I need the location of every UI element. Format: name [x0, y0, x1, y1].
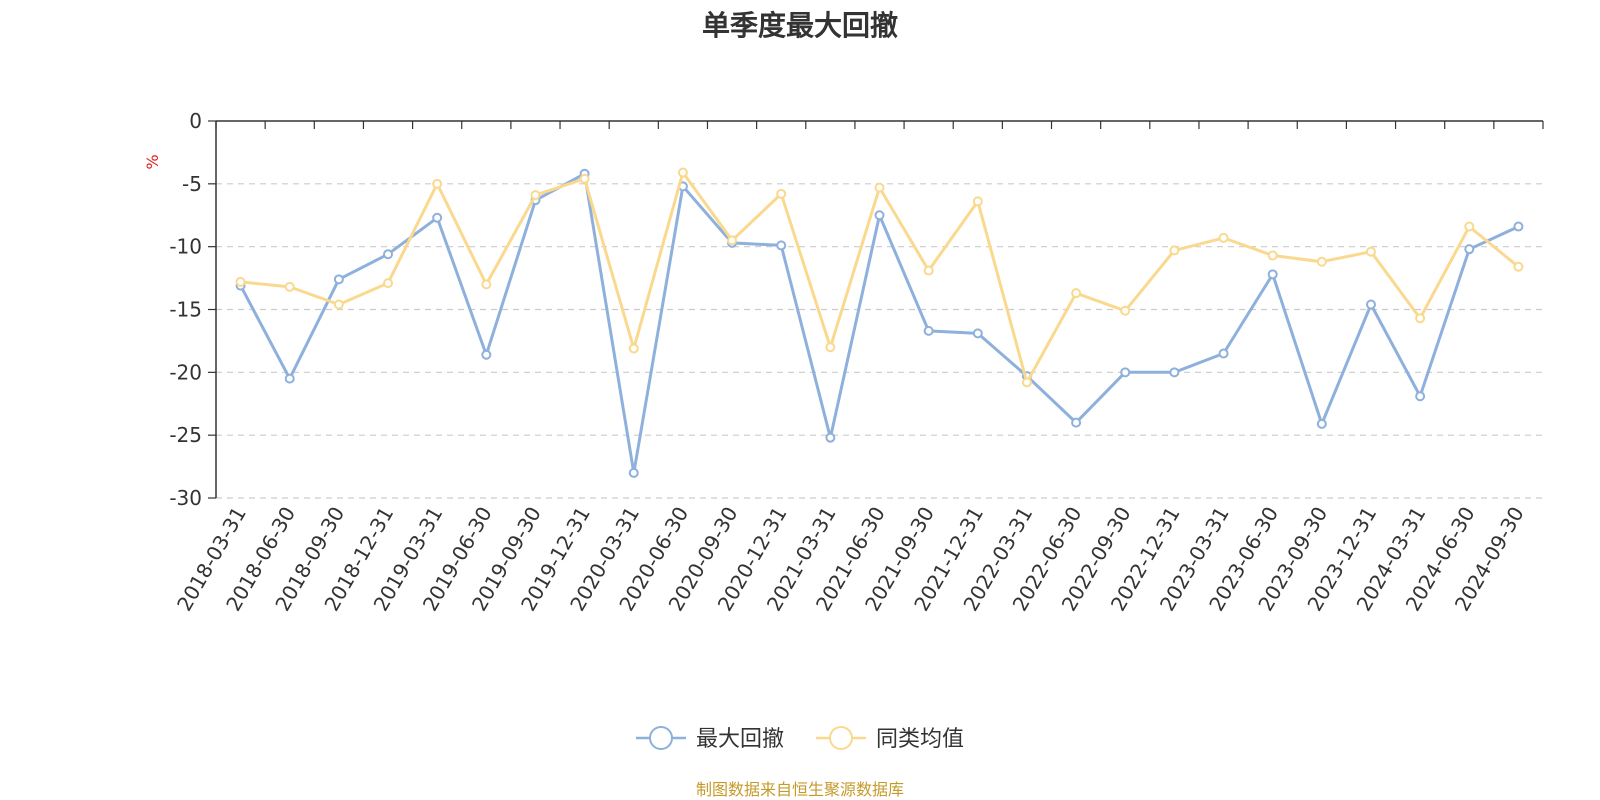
data-point-2 [432, 178, 443, 189]
data-point-2 [579, 173, 590, 184]
chart-title: 单季度最大回撤 [701, 9, 898, 42]
data-point-2 [1021, 377, 1032, 388]
y-tick-label: -10 [169, 235, 202, 259]
data-point-2 [1267, 250, 1278, 261]
data-point-1 [1071, 417, 1082, 428]
data-point-2 [333, 299, 344, 310]
data-point-1 [923, 325, 934, 336]
data-point-1 [1513, 221, 1524, 232]
data-point-2 [727, 235, 738, 246]
data-point-1 [481, 349, 492, 360]
data-point-2 [677, 167, 688, 178]
data-point-1 [972, 328, 983, 339]
legend-label-1: 最大回撤 [696, 727, 784, 752]
data-point-1 [825, 432, 836, 443]
data-point-2 [235, 276, 246, 287]
data-point-2 [1218, 232, 1229, 243]
data-point-2 [1365, 246, 1376, 257]
data-point-2 [1415, 313, 1426, 324]
data-point-1 [1169, 367, 1180, 378]
data-point-1 [333, 274, 344, 285]
data-point-2 [972, 196, 983, 207]
data-point-2 [825, 342, 836, 353]
series-line-2 [240, 171, 1520, 384]
y-tick-label: -25 [169, 423, 202, 447]
data-point-1 [1267, 269, 1278, 280]
data-point-1 [776, 240, 787, 251]
data-point-1 [1415, 391, 1426, 402]
data-point-1 [432, 212, 443, 223]
data-point-2 [874, 182, 885, 193]
legend-label-2: 同类均值 [876, 727, 964, 752]
data-point-2 [1071, 288, 1082, 299]
data-point-1 [1218, 348, 1229, 359]
y-tick-label: -20 [169, 360, 202, 384]
y-tick-label: -30 [169, 486, 202, 510]
data-point-2 [1464, 221, 1475, 232]
data-point-1 [1464, 244, 1475, 255]
y-tick-label: -5 [182, 172, 202, 196]
y-axis-unit: % [143, 154, 162, 169]
data-point-2 [628, 343, 639, 354]
data-point-1 [1365, 299, 1376, 310]
data-point-2 [1169, 245, 1180, 256]
data-point-2 [481, 279, 492, 290]
data-point-1 [874, 210, 885, 221]
data-point-1 [1316, 418, 1327, 429]
data-point-1 [383, 249, 394, 260]
data-point-2 [383, 278, 394, 289]
data-point-2 [776, 188, 787, 199]
data-point-2 [1513, 261, 1524, 272]
y-tick-label: 0 [189, 109, 202, 133]
source-note: 制图数据来自恒生聚源数据库 [695, 780, 904, 799]
legend-marker-2 [829, 726, 853, 750]
data-point-2 [1120, 305, 1131, 316]
data-point-1 [284, 373, 295, 384]
data-point-2 [530, 190, 541, 201]
data-point-2 [923, 265, 934, 276]
data-point-2 [1316, 256, 1327, 267]
data-point-1 [1120, 367, 1131, 378]
y-tick-label: -15 [169, 298, 202, 322]
data-point-1 [628, 467, 639, 478]
data-point-2 [284, 281, 295, 292]
legend-marker-1 [649, 726, 673, 750]
